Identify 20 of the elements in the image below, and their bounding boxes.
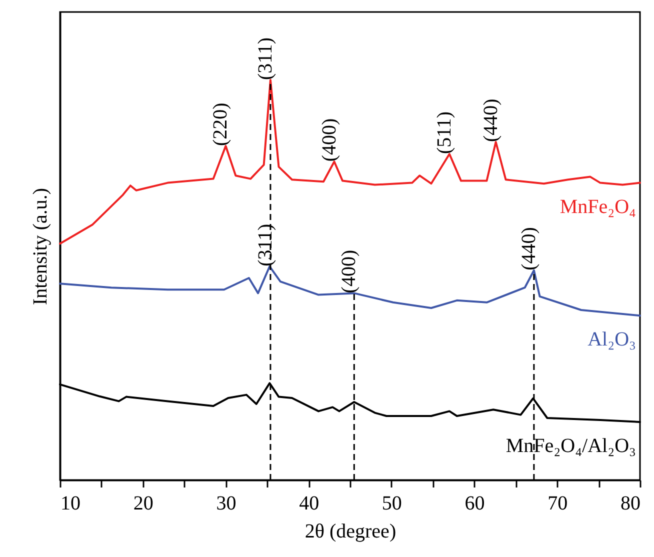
x-tick-label: 70 xyxy=(548,492,568,514)
x-axis-title: 2θ (degree) xyxy=(304,520,396,542)
annotation: (400) xyxy=(318,118,340,162)
annotation: (311) xyxy=(254,37,276,80)
x-tick-label: 80 xyxy=(620,492,640,514)
x-tick-label: 10 xyxy=(60,492,80,514)
x-tick-label: 50 xyxy=(382,492,402,514)
series-label: Al₂O₃ xyxy=(588,328,636,351)
x-tick-label: 40 xyxy=(299,492,320,514)
annotation: (440) xyxy=(480,98,502,142)
x-tick-label: 30 xyxy=(216,492,236,514)
annotation: (400) xyxy=(338,250,360,294)
annotation: (440) xyxy=(518,227,540,270)
annotation: (511) xyxy=(433,111,456,154)
x-tick-label: 20 xyxy=(133,492,154,514)
series-label: MnFe₂O₄/Al₂O₃ xyxy=(506,435,636,457)
y-axis-title: Intensity (a.u.) xyxy=(30,188,52,306)
x-tick-label: 60 xyxy=(464,492,485,514)
annotation: (220) xyxy=(210,102,232,146)
series-label: MnFe₂O₄ xyxy=(560,196,636,218)
